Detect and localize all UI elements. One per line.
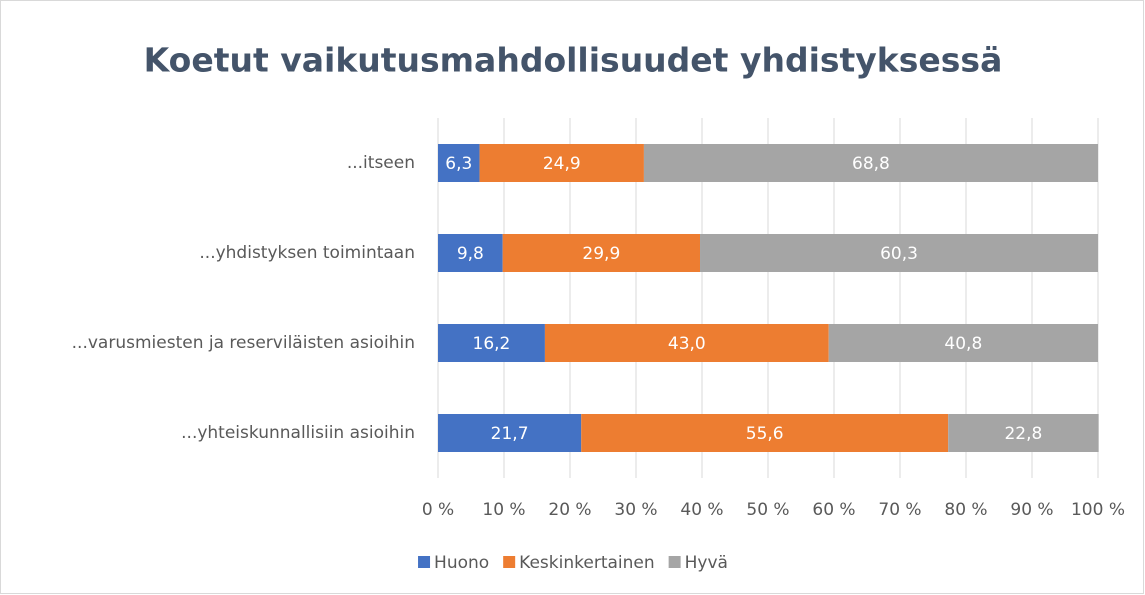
x-tick-label: 80 % (944, 500, 987, 520)
data-label: 29,9 (582, 244, 620, 264)
x-tick-label: 90 % (1010, 500, 1053, 520)
x-tick-label: 60 % (812, 500, 855, 520)
bar-segment (828, 324, 1098, 362)
legend-swatch (503, 556, 516, 568)
y-tick-label: ...itseen (347, 153, 415, 173)
data-label: 43,0 (668, 334, 706, 354)
y-tick-label: ...yhdistyksen toimintaan (199, 243, 415, 263)
bar-segment (700, 234, 1098, 272)
bar-segment (438, 414, 582, 452)
bar-segment (544, 324, 829, 362)
y-tick-label: ...yhteiskunnallisiin asioihin (181, 423, 415, 443)
bar-segment (438, 234, 503, 272)
data-label: 40,8 (944, 334, 982, 354)
x-tick-label: 50 % (746, 500, 789, 520)
y-tick-label: ...varusmiesten ja reserviläisten asioih… (72, 333, 415, 353)
data-label: 16,2 (473, 334, 511, 354)
bar-segment (948, 414, 1099, 452)
bar-segment (643, 144, 1098, 182)
legend-label: Huono (434, 553, 489, 573)
data-label: 68,8 (852, 154, 890, 174)
bar-segment (502, 234, 701, 272)
data-label: 6,3 (445, 154, 472, 174)
data-label: 9,8 (457, 244, 484, 264)
bar-segment (438, 144, 480, 182)
data-label: 55,6 (746, 424, 784, 444)
legend-label: Hyvä (685, 553, 728, 573)
data-label: 24,9 (543, 154, 581, 174)
chart-title: Koetut vaikutusmahdollisuudet yhdistykse… (144, 41, 1003, 80)
bar-segment (479, 144, 644, 182)
x-tick-label: 20 % (548, 500, 591, 520)
data-label: 60,3 (880, 244, 918, 264)
legend-swatch (418, 556, 431, 568)
x-tick-label: 40 % (680, 500, 723, 520)
x-tick-label: 0 % (422, 500, 454, 520)
x-tick-label: 30 % (614, 500, 657, 520)
legend-swatch (668, 556, 681, 568)
legend-label: Keskinkertainen (519, 553, 654, 573)
data-label: 21,7 (491, 424, 529, 444)
data-label: 22,8 (1004, 424, 1042, 444)
bar-segment (581, 414, 949, 452)
x-tick-label: 10 % (482, 500, 525, 520)
x-tick-label: 100 % (1071, 500, 1125, 520)
x-tick-label: 70 % (878, 500, 921, 520)
bar-segment (438, 324, 545, 362)
